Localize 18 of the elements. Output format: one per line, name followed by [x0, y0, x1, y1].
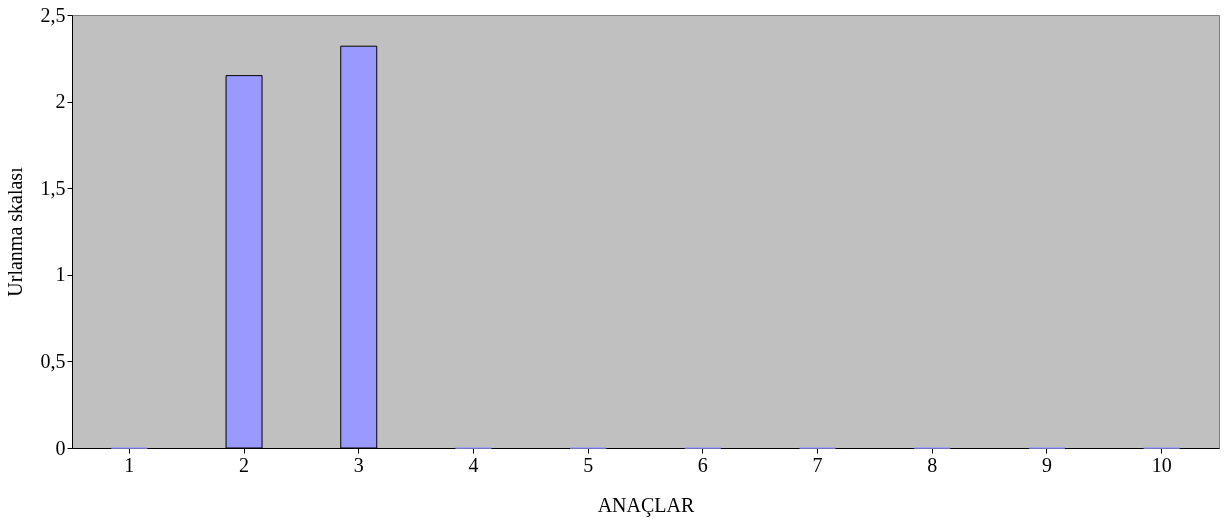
- y-tick-label: 1: [55, 263, 66, 286]
- y-tick-label: 0: [55, 436, 66, 459]
- x-tick-label: 2: [239, 453, 250, 476]
- x-tick-label: 8: [927, 453, 938, 476]
- y-tick-label: 2,5: [40, 3, 66, 26]
- x-tick-label: 10: [1151, 453, 1172, 476]
- x-tick-label: 4: [468, 453, 479, 476]
- x-tick-label: 3: [353, 453, 364, 476]
- y-tick-label: 0,5: [40, 349, 66, 372]
- x-tick-label: 9: [1041, 453, 1052, 476]
- y-axis-title: Urlanma skalası: [3, 166, 26, 297]
- y-tick-label: 2: [55, 90, 66, 113]
- x-tick-label: 1: [124, 453, 135, 476]
- x-tick-label: 7: [812, 453, 823, 476]
- x-axis-title: ANAÇLAR: [597, 493, 695, 517]
- y-tick-label: 1,5: [40, 176, 66, 199]
- x-tick-label: 5: [583, 453, 594, 476]
- x-tick-label: 6: [697, 453, 708, 476]
